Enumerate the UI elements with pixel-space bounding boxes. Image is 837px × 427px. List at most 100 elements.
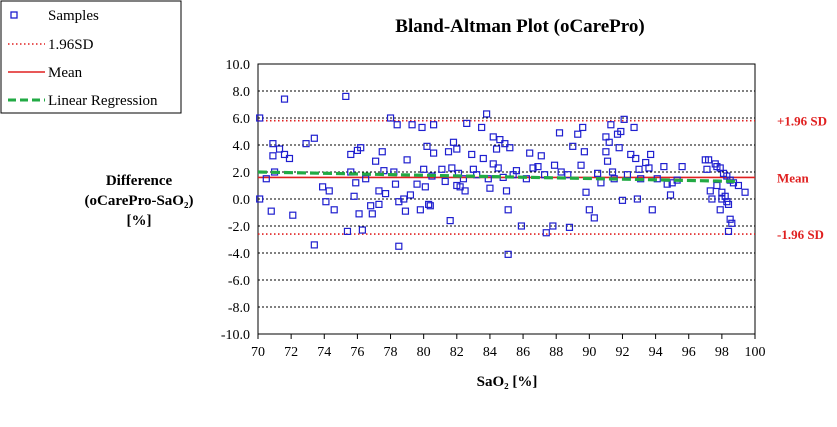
sample-point — [615, 144, 623, 152]
regression-line-group — [257, 170, 739, 184]
sample-point — [310, 134, 318, 142]
sample-point — [362, 175, 370, 183]
sample-point — [721, 192, 729, 200]
sample-point — [741, 188, 749, 196]
sample-point — [446, 217, 454, 225]
x-tick-label: 84 — [483, 345, 497, 360]
y-tick-label: -10.0 — [221, 328, 250, 343]
x-tick-label: 92 — [615, 345, 629, 360]
sample-point — [496, 136, 504, 144]
x-tick-label: 80 — [417, 345, 431, 360]
x-tick-label: 74 — [317, 345, 331, 360]
sample-point — [585, 206, 593, 214]
y-tick-labels: 10.0 8.0 6.0 4.0 2.0 0.0 -2.0 -4.0 -6.0 -8.0 -10.0 — [221, 58, 250, 343]
sample-point — [724, 227, 733, 235]
sample-point — [501, 140, 509, 148]
sample-point — [526, 149, 534, 157]
sample-point — [645, 164, 653, 172]
sample-point — [367, 202, 375, 210]
chart-title: Bland-Altman Plot (oCarePro) — [395, 16, 644, 37]
legend: Samples 1.96SD Mean Linear Regression — [0, 0, 182, 114]
sample-point — [269, 140, 277, 148]
x-axis-label: SaO₂ [%] — [477, 374, 538, 390]
sample-point — [549, 222, 557, 230]
sample-point — [734, 181, 743, 190]
sample-point — [357, 144, 365, 152]
sample-point — [492, 145, 501, 153]
sample-point — [703, 165, 711, 173]
upper-limit-label: +1.96 SD — [777, 114, 827, 129]
sample-point — [618, 196, 627, 204]
sample-point — [706, 187, 714, 195]
sample-point — [489, 133, 497, 141]
sample-point — [393, 121, 401, 129]
sample-point — [448, 164, 456, 172]
sample-point — [537, 152, 545, 160]
x-tick-label: 90 — [582, 345, 596, 360]
sample-point — [310, 241, 318, 249]
sample-point — [256, 195, 264, 203]
sample-point — [456, 183, 464, 191]
x-tick-labels: 70 72 74 76 78 80 82 84 86 88 90 92 94 96 98 100 — [251, 345, 766, 360]
sample-point — [542, 229, 550, 237]
sample-point — [395, 242, 403, 250]
sample-point — [504, 206, 512, 214]
lower-limit-label: -1.96 SD — [777, 227, 824, 242]
sample-point — [302, 140, 310, 148]
sample-point — [459, 175, 468, 183]
x-tick-label: 78 — [384, 345, 398, 360]
sample-point — [678, 163, 686, 171]
sample-point — [368, 210, 376, 218]
sample-point — [708, 195, 716, 203]
sample-point — [421, 183, 429, 191]
sample-point — [449, 138, 458, 146]
sample-point — [391, 180, 400, 188]
sample-point — [375, 200, 383, 208]
y-tick-label: -6.0 — [228, 274, 250, 289]
sample-point — [280, 150, 289, 159]
sample-point — [453, 145, 461, 153]
sample-point — [582, 188, 590, 196]
sample-point — [483, 110, 491, 118]
x-tick-label: 76 — [350, 345, 364, 360]
sample-point — [289, 211, 297, 219]
sample-point — [347, 150, 355, 159]
sample-point — [285, 154, 294, 163]
sample-point — [633, 195, 641, 203]
sample-point — [608, 168, 617, 176]
sample-point — [425, 200, 433, 208]
sample-point — [564, 171, 572, 179]
sample-point — [426, 202, 434, 210]
legend-box — [0, 0, 182, 114]
sample-point — [280, 95, 289, 103]
y-tick-label: 2.0 — [233, 166, 251, 181]
y-axis-label-line3: [%] — [127, 213, 152, 229]
regression-line — [257, 170, 739, 184]
y-tick-label: 8.0 — [233, 85, 251, 100]
sample-point — [330, 206, 338, 214]
sample-point — [580, 148, 588, 156]
sample-point — [375, 187, 383, 195]
sample-point — [256, 114, 264, 122]
sample-point — [512, 167, 521, 175]
legend-regression-label: Linear Regression — [48, 93, 158, 109]
sample-point — [400, 195, 408, 203]
sample-point — [418, 123, 426, 132]
sample-point — [716, 206, 724, 214]
sample-point — [607, 121, 615, 129]
sample-point — [401, 207, 410, 215]
sample-point — [381, 190, 390, 198]
y-tick-label: -2.0 — [228, 220, 250, 235]
x-tick-label: 86 — [516, 345, 530, 360]
sample-point — [403, 156, 411, 164]
sample-point — [430, 121, 438, 129]
legend-sd-label: 1.96SD — [48, 37, 94, 53]
x-tick-label: 72 — [284, 345, 298, 360]
y-tick-label: 0.0 — [233, 193, 251, 208]
sample-point — [444, 148, 453, 156]
sample-point — [430, 149, 438, 157]
sample-point — [269, 152, 277, 160]
sample-point — [378, 148, 386, 156]
sample-point — [416, 206, 424, 214]
